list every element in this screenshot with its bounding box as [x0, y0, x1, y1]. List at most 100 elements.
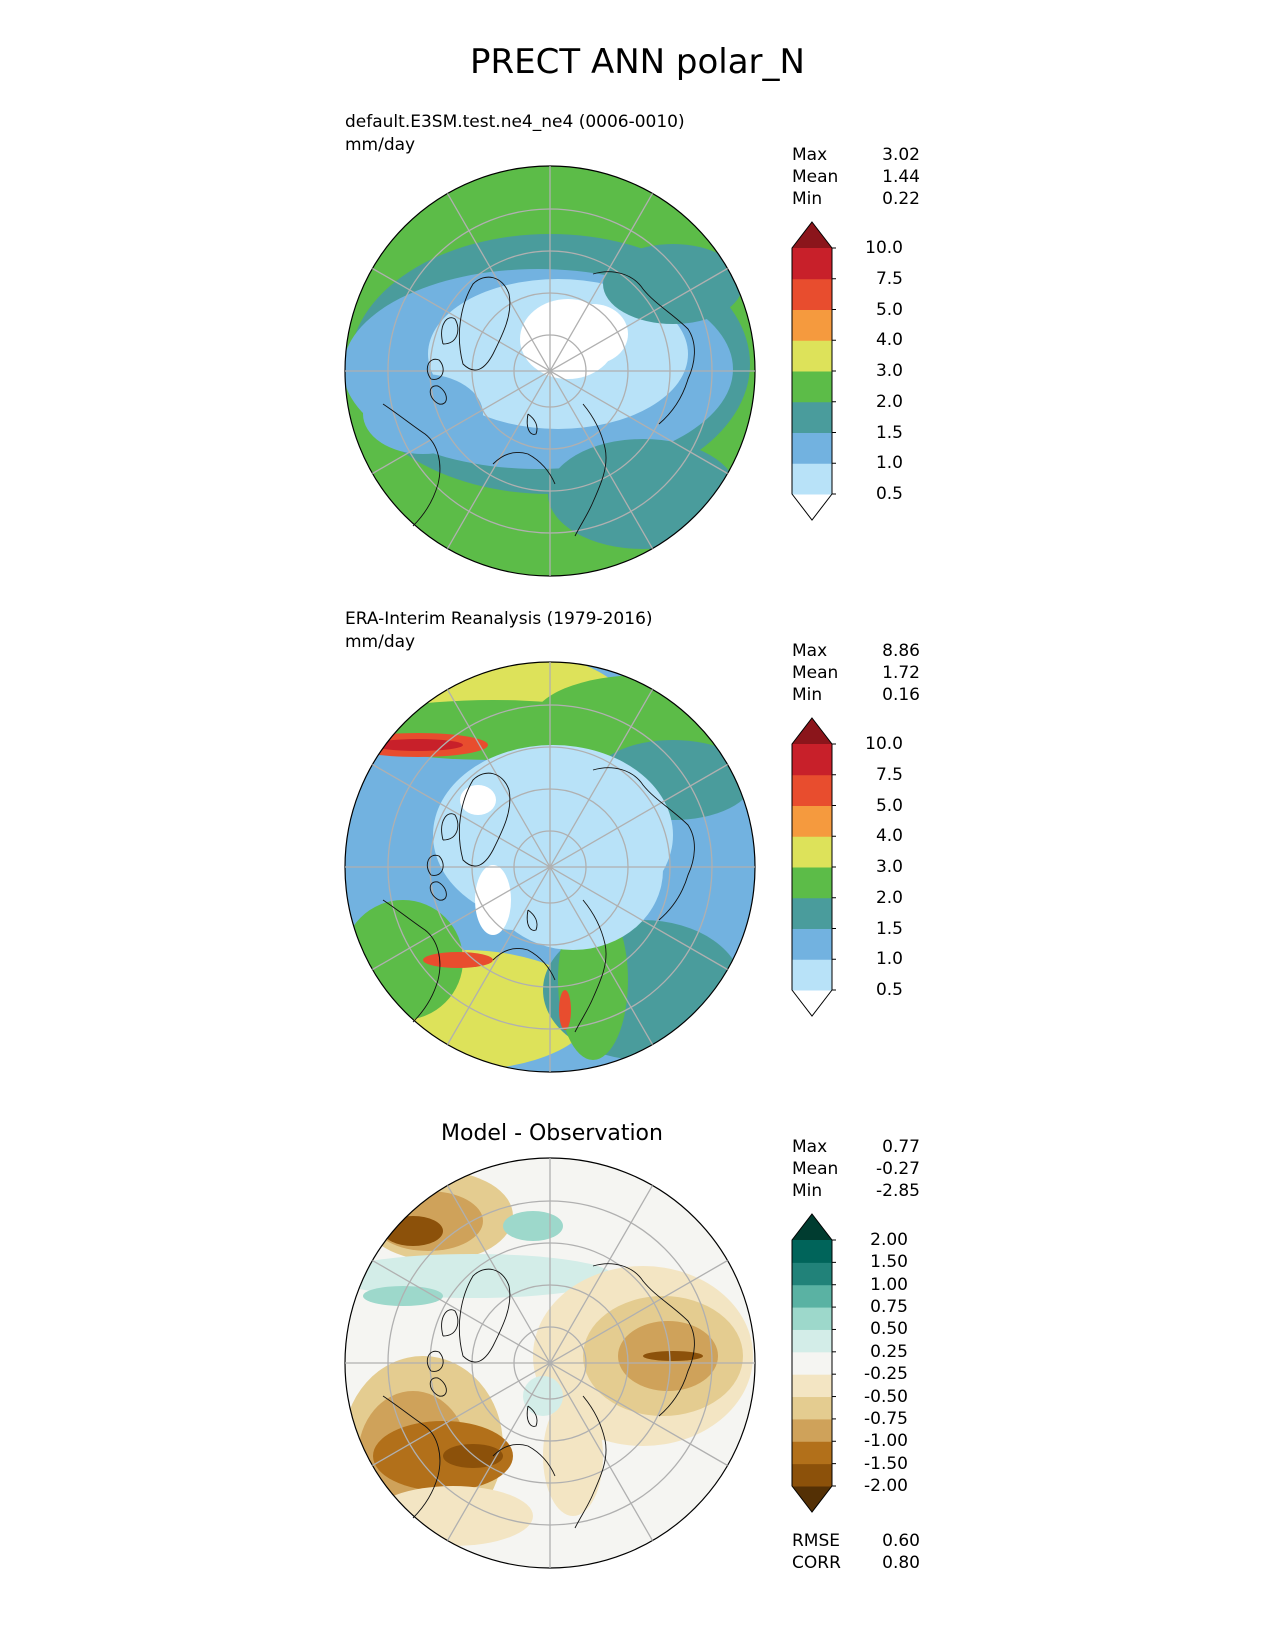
colorbar-tick-label: 0.5	[875, 484, 903, 504]
field-region	[603, 244, 743, 324]
coastline-archipelago	[426, 317, 459, 405]
stat-label: Mean	[792, 1159, 839, 1179]
stat-label: Min	[792, 1181, 823, 1201]
stat-label: Max	[792, 641, 828, 661]
coastline-siberia	[592, 271, 695, 425]
stat-row: Mean 1.44	[792, 166, 920, 188]
meridian-line	[446, 193, 654, 549]
panel-1-name: default.E3SM.test.ne4_ne4 (0006-0010)	[345, 112, 685, 132]
colorbar-tick-label: 2.0	[875, 391, 903, 412]
coastline-europe	[492, 948, 556, 981]
colorbar-tick-label: 5.0	[875, 795, 903, 816]
colorbar-tick-label: 1.0	[875, 949, 903, 970]
colorbar-extend-high	[792, 718, 832, 744]
metric-row: RMSE 0.60	[792, 1530, 920, 1552]
coastline-greenland	[458, 772, 511, 867]
colorbar-tick-label: 1.0	[875, 453, 903, 474]
colorbar-tick-label: 4.0	[875, 826, 903, 847]
colorbar-segment	[792, 248, 832, 280]
stat-label: Mean	[792, 167, 839, 187]
colorbar-segment	[792, 805, 832, 837]
colorbar-tick-label: 5.0	[875, 299, 903, 320]
panel-3-colorbar	[791, 1213, 836, 1513]
colorbar-segment	[792, 401, 832, 433]
coastline-siberia	[592, 767, 695, 921]
coastline-north-america	[382, 899, 441, 1023]
stat-value: -2.85	[876, 1181, 920, 1201]
metric-value: 0.60	[882, 1531, 920, 1551]
coastline-svalbard	[526, 413, 538, 435]
graticule	[345, 1158, 755, 1568]
stat-value: 0.22	[882, 189, 920, 209]
coastline-scandinavia	[574, 403, 607, 537]
colorbar-tick-label: 2.0	[875, 887, 903, 908]
colorbar-tick-label: 3.0	[875, 361, 903, 381]
panel-2-units: mm/day	[345, 632, 416, 652]
colorbar-tick-label: 3.0	[875, 857, 903, 877]
colorbar-segment	[792, 1396, 832, 1420]
colorbar-segment	[792, 432, 832, 464]
panel-3-colorbar-ticks: 2.00 1.50 1.00 0.75 0.50 0.25 -0.25 -0.50 -0.75-…	[838, 1214, 908, 1512]
colorbar-segment	[792, 1307, 832, 1330]
colorbar-segment	[792, 744, 832, 776]
stat-row: Mean -0.27	[792, 1158, 920, 1180]
colorbar-segment	[792, 836, 832, 868]
colorbar-tick-label: 0.25	[870, 1341, 908, 1362]
meridian-line	[446, 1185, 654, 1541]
stat-value: 8.86	[882, 641, 920, 661]
colorbar-segment	[792, 371, 832, 403]
colorbar-tick-label: -2.00	[864, 1476, 908, 1496]
colorbar-segment	[792, 1351, 832, 1375]
panel-2-colorbar-ticks: 10.0 7.5 5.0 4.0 3.0 2.0 1.5 1.0 0.5	[843, 718, 903, 1016]
stat-label: Max	[792, 1137, 828, 1157]
stat-value: 0.77	[882, 1137, 920, 1157]
field-region	[443, 1444, 503, 1468]
colorbar-segment	[792, 774, 832, 806]
colorbar-segment	[792, 1284, 832, 1308]
coastline-greenland	[458, 276, 511, 371]
coastline-archipelago	[426, 813, 459, 901]
metric-value: 0.80	[882, 1553, 920, 1573]
colorbar-tick-label: 0.75	[870, 1297, 908, 1318]
stat-value: -0.27	[876, 1159, 920, 1179]
panel-2-colorbar	[791, 717, 836, 1017]
colorbar-segment	[792, 309, 832, 341]
field-region	[643, 1351, 703, 1361]
metric-row: CORR 0.80	[792, 1552, 920, 1574]
colorbar-segment	[792, 278, 832, 310]
metric-label: CORR	[792, 1553, 841, 1573]
panel-1-stats: Max 3.02 Mean 1.44 Min 0.22	[792, 144, 920, 210]
stat-label: Min	[792, 189, 823, 209]
panel-1-units: mm/day	[345, 135, 416, 155]
colorbar-tick-label: 10.0	[865, 238, 903, 258]
panel-1-map	[344, 165, 756, 577]
panel-2-name: ERA-Interim Reanalysis (1979-2016)	[345, 609, 653, 629]
figure-title: PRECT ANN polar_N	[470, 42, 805, 82]
colorbar-tick-label: -0.75	[864, 1408, 908, 1429]
stat-label: Min	[792, 685, 823, 705]
panel-2-stats: Max 8.86 Mean 1.72 Min 0.16	[792, 640, 920, 706]
field-region	[503, 1211, 563, 1241]
colorbar-tick-label: 1.5	[875, 422, 903, 443]
colorbar-segment	[792, 1262, 832, 1286]
field-region	[373, 739, 463, 751]
coastline-archipelago	[426, 1309, 459, 1397]
colorbar-extend-high	[792, 1214, 832, 1240]
colorbar-tick-label: 4.0	[875, 330, 903, 351]
panel-3-map	[344, 1157, 756, 1569]
coastline-svalbard	[526, 1405, 538, 1427]
graticule	[345, 662, 755, 1072]
colorbar-segment	[792, 1463, 832, 1487]
coastline-scandinavia	[574, 1395, 607, 1529]
coastline-greenland	[458, 1268, 511, 1363]
field-region	[558, 304, 628, 364]
colorbar-tick-label: 2.00	[870, 1230, 908, 1250]
stat-value: 3.02	[882, 145, 920, 165]
coastline-north-america	[382, 403, 441, 527]
field-region	[363, 374, 483, 454]
panel-1-title: default.E3SM.test.ne4_ne4 (0006-0010) mm…	[345, 111, 685, 157]
field-region	[460, 785, 496, 815]
colorbar-segment	[792, 1240, 832, 1263]
meridian-line	[446, 689, 654, 1045]
colorbar-extend-low	[792, 494, 832, 520]
